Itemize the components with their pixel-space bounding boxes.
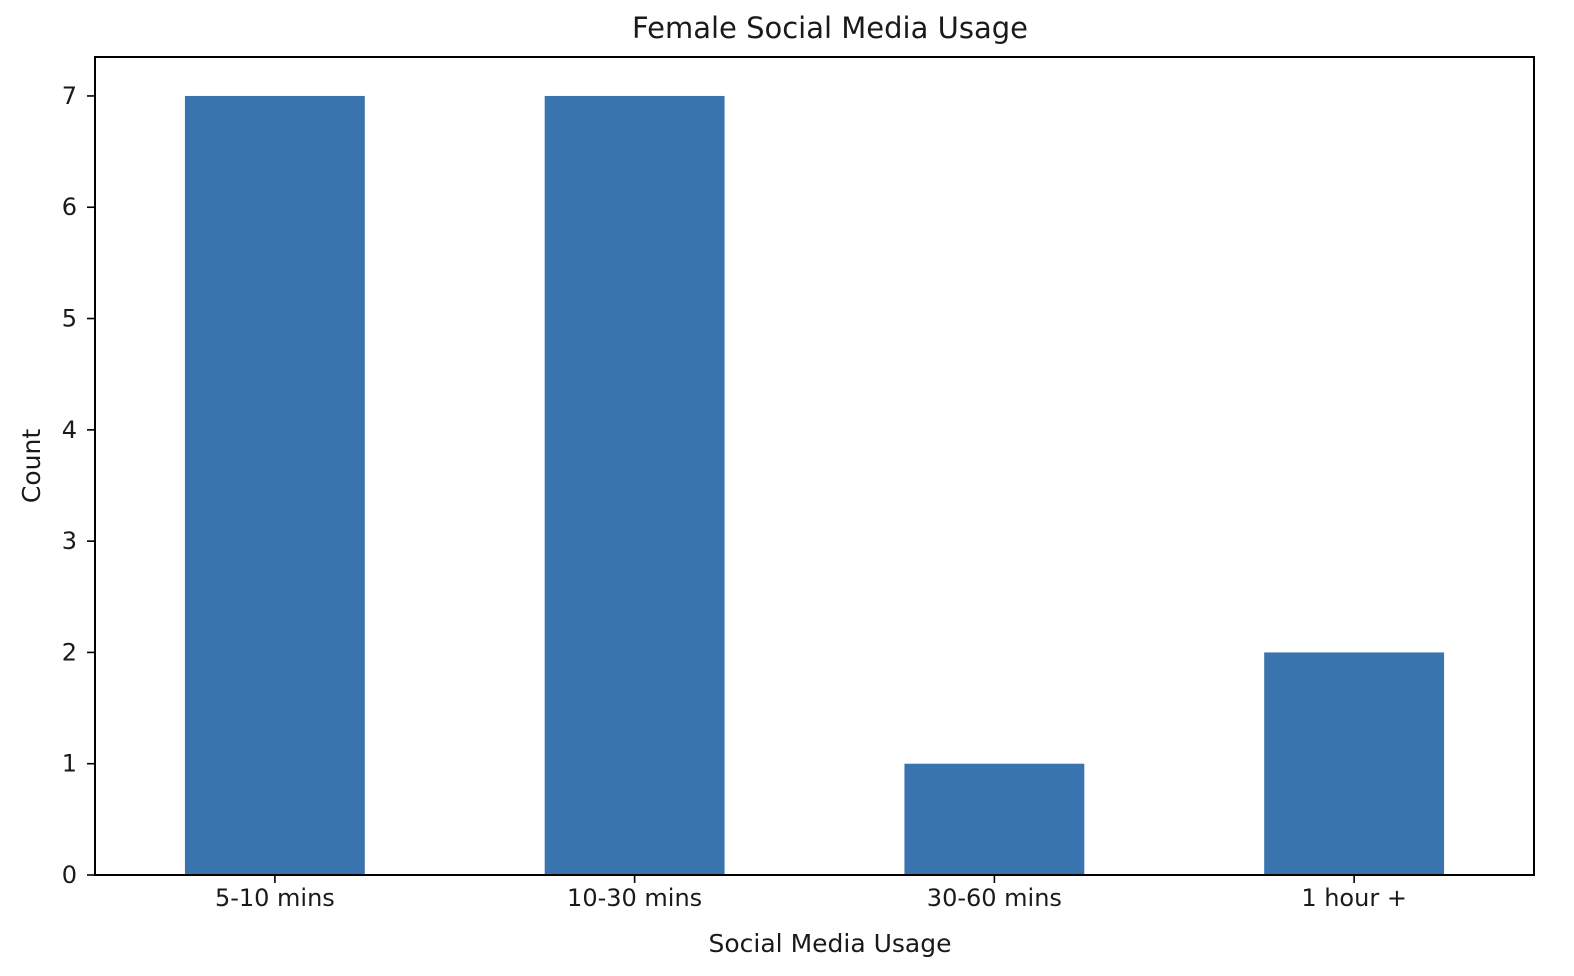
y-tick-label: 0 (62, 861, 77, 889)
y-axis-ticks: 0 1 2 3 4 5 6 7 (62, 82, 95, 889)
y-tick-label: 4 (62, 416, 77, 444)
bar-3 (1264, 652, 1445, 875)
bar-2 (904, 763, 1085, 875)
bar-1 (544, 95, 725, 875)
plot-frame (94, 56, 1535, 876)
chart-title: Female Social Media Usage (632, 11, 1028, 45)
y-tick-label: 7 (62, 82, 77, 110)
x-axis-ticks: 5-10 mins 10-30 mins 30-60 mins 1 hour + (215, 875, 1407, 912)
bar-0 (184, 95, 365, 875)
x-tick-label: 10-30 mins (567, 884, 702, 912)
y-tick-label: 5 (62, 305, 77, 333)
y-axis-label: Count (17, 429, 46, 503)
y-tick-label: 3 (62, 527, 77, 555)
bars-layer (184, 95, 1445, 875)
y-tick-label: 1 (62, 750, 77, 778)
y-tick-label: 6 (62, 193, 77, 221)
y-tick-label: 2 (62, 638, 77, 666)
x-tick-label: 30-60 mins (927, 884, 1062, 912)
x-tick-label: 1 hour + (1301, 884, 1407, 912)
x-tick-label: 5-10 mins (215, 884, 335, 912)
x-axis-label: Social Media Usage (709, 929, 952, 958)
